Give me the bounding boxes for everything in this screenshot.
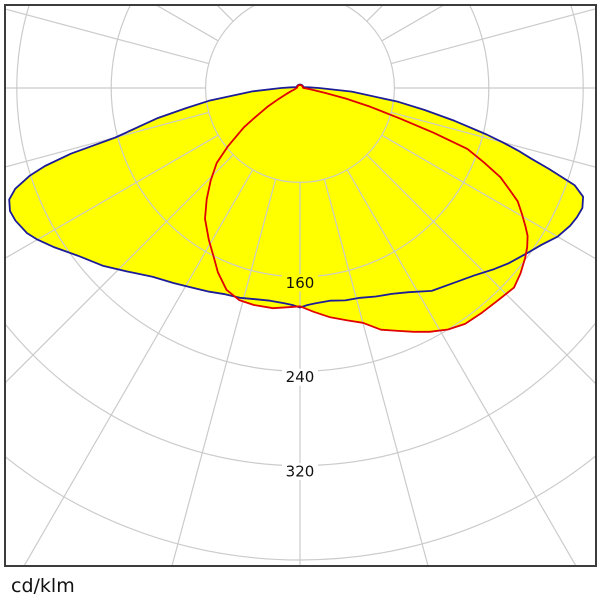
ring-label-bg-240 [282,368,318,386]
ring-label-bg-160 [282,274,318,292]
c-plane-red-curve [204,84,529,333]
polar-spoke-75deg [391,111,595,168]
polar-spoke-345deg [171,179,277,565]
polar-spoke-315deg [6,154,234,383]
diagram-frame [4,4,597,567]
intensity-area-fill-red-curve [205,85,528,332]
unit-label: cd/klm [11,575,75,597]
ring-value-label-160: 160 [286,274,315,292]
polar-spoke-255deg [6,8,209,65]
ring-value-label-320: 320 [286,463,315,481]
ring-value-label-240: 240 [286,368,315,386]
polar-spoke-225deg [217,6,234,22]
polar-spoke-15deg [323,179,429,565]
polar-spoke-300deg [6,134,219,259]
polar-spoke-60deg [381,134,595,259]
polar-spoke-135deg [366,6,383,22]
polar-spoke-30deg [346,169,577,565]
polar-spoke-285deg [6,111,209,168]
polar-spoke-120deg [381,6,444,42]
polar-spoke-240deg [156,6,219,42]
c-plane-blue-curve [8,83,584,309]
polar-spoke-105deg [391,8,595,65]
polar-spoke-45deg [366,154,595,384]
ring-label-bg-320 [282,463,318,481]
